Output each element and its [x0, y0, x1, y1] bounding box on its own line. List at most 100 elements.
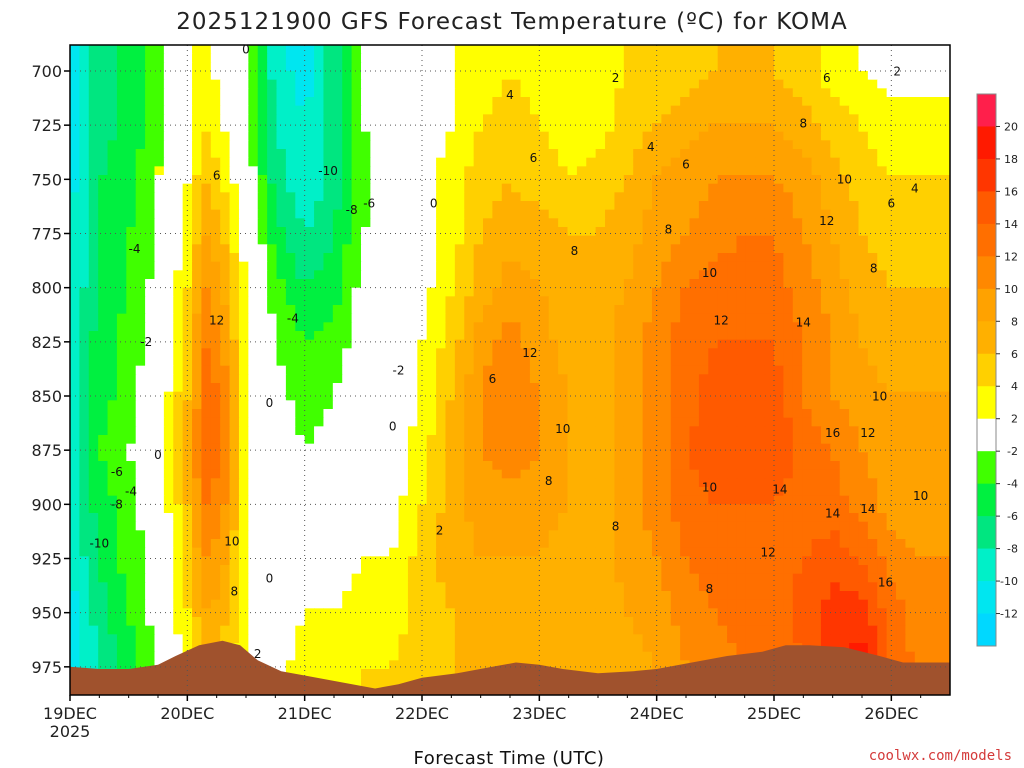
temperature-cell [802, 305, 813, 315]
temperature-cell [276, 417, 287, 427]
temperature-cell [145, 383, 156, 393]
temperature-cell [877, 71, 888, 81]
temperature-cell [886, 339, 897, 349]
temperature-cell [698, 71, 709, 81]
temperature-cell [351, 97, 362, 107]
temperature-cell [163, 348, 174, 358]
temperature-cell [511, 88, 522, 98]
temperature-cell [886, 227, 897, 237]
temperature-cell [877, 400, 888, 410]
temperature-cell [802, 97, 813, 107]
temperature-cell [605, 183, 616, 193]
temperature-cell [70, 348, 80, 358]
temperature-cell [792, 149, 803, 159]
temperature-cell [933, 495, 944, 505]
temperature-cell [605, 71, 616, 81]
temperature-cell [942, 400, 950, 410]
temperature-cell [520, 296, 531, 306]
temperature-cell [689, 365, 700, 375]
temperature-cell [285, 45, 296, 55]
temperature-cell [886, 244, 897, 254]
temperature-cell [511, 62, 522, 72]
temperature-cell [116, 192, 127, 202]
temperature-cell [642, 105, 653, 115]
temperature-cell [511, 192, 522, 202]
temperature-cell [661, 105, 672, 115]
temperature-cell [661, 374, 672, 384]
temperature-cell [145, 435, 156, 445]
temperature-cell [755, 45, 766, 55]
temperature-cell [680, 417, 691, 427]
temperature-cell [483, 157, 493, 167]
temperature-cell [210, 140, 221, 150]
temperature-cell [933, 452, 944, 462]
temperature-cell [182, 209, 193, 219]
temperature-cell [924, 235, 935, 245]
temperature-cell [924, 365, 935, 375]
temperature-cell [201, 261, 212, 271]
temperature-cell [764, 114, 775, 124]
temperature-cell [529, 426, 540, 436]
temperature-cell [295, 131, 306, 141]
temperature-cell [877, 348, 888, 358]
temperature-cell [651, 391, 662, 401]
temperature-cell [285, 114, 296, 124]
temperature-cell [454, 469, 465, 479]
temperature-cell [764, 443, 775, 453]
temperature-cell [323, 322, 334, 332]
temperature-cell [379, 192, 390, 202]
temperature-cell [689, 253, 700, 263]
temperature-cell [88, 461, 99, 471]
temperature-cell [914, 391, 925, 401]
temperature-cell [145, 201, 156, 211]
temperature-cell [135, 244, 146, 254]
temperature-cell [849, 227, 860, 237]
temperature-cell [314, 339, 325, 349]
temperature-cell [567, 157, 578, 167]
temperature-cell [285, 201, 296, 211]
temperature-cell [820, 383, 831, 393]
temperature-cell [529, 296, 540, 306]
temperature-cell [539, 426, 550, 436]
temperature-cell [445, 62, 456, 72]
temperature-cell [651, 227, 662, 237]
temperature-cell [623, 192, 634, 202]
temperature-cell [173, 97, 184, 107]
temperature-cell [145, 417, 156, 427]
temperature-cell [774, 175, 784, 185]
temperature-cell [717, 417, 728, 427]
temperature-cell [511, 461, 522, 471]
temperature-cell [483, 357, 493, 367]
temperature-cell [436, 391, 447, 401]
temperature-cell [942, 88, 950, 98]
temperature-cell [576, 279, 587, 289]
temperature-cell [248, 79, 259, 89]
temperature-cell [238, 235, 249, 245]
temperature-cell [576, 417, 587, 427]
temperature-cell [689, 261, 700, 271]
temperature-cell [70, 279, 80, 289]
temperature-cell [295, 201, 306, 211]
temperature-cell [79, 287, 90, 297]
temperature-cell [558, 279, 569, 289]
temperature-cell [398, 339, 409, 349]
temperature-cell [295, 417, 306, 427]
temperature-cell [389, 365, 400, 375]
temperature-cell [708, 175, 719, 185]
temperature-cell [595, 305, 606, 315]
temperature-cell [238, 270, 249, 280]
temperature-cell [914, 218, 925, 228]
temperature-cell [398, 88, 409, 98]
temperature-cell [454, 149, 465, 159]
temperature-cell [670, 71, 681, 81]
temperature-cell [98, 53, 109, 63]
temperature-cell [98, 105, 109, 115]
temperature-cell [98, 166, 109, 176]
temperature-cell [745, 296, 756, 306]
temperature-cell [173, 452, 184, 462]
temperature-cell [501, 53, 512, 63]
temperature-cell [774, 131, 784, 141]
temperature-cell [407, 218, 418, 228]
temperature-cell [680, 62, 691, 72]
temperature-cell [276, 105, 287, 115]
